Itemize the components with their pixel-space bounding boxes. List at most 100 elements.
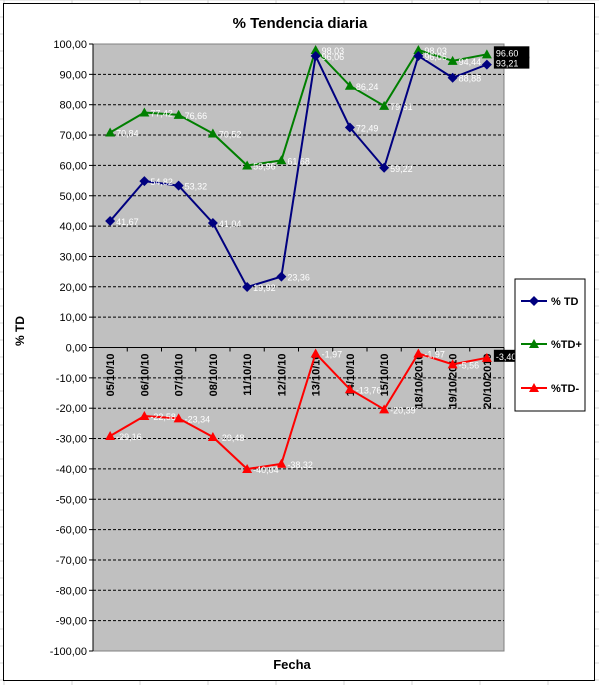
chart-area[interactable]: % Tendencia diaria Fecha % TD -100,00 -90…	[3, 3, 595, 681]
chart-canvas: % Tendencia diaria Fecha % TD -100,00 -90…	[13, 15, 586, 672]
data-label: 79,61	[390, 102, 413, 112]
data-point	[529, 296, 539, 306]
data-label-box	[493, 46, 530, 59]
data-point	[276, 271, 287, 282]
series-line	[109, 52, 488, 289]
data-label: 19,92	[253, 283, 276, 293]
data-label: 70,84	[116, 129, 139, 139]
x-tick-label: 15/10/10	[379, 354, 391, 397]
data-label: 54,82	[150, 177, 173, 187]
data-label-box	[493, 56, 530, 69]
data-label: -20,39	[390, 405, 416, 415]
legend-label: %TD-	[551, 383, 579, 395]
y-tick-label: 60,00	[59, 160, 87, 172]
data-point	[207, 128, 218, 138]
data-label: 59,22	[390, 164, 413, 174]
data-point	[413, 44, 424, 54]
data-point	[481, 59, 492, 70]
data-label: 96,60	[496, 48, 519, 58]
legend-label: % TD	[551, 296, 579, 308]
data-label: 98,03	[424, 46, 447, 56]
data-point	[344, 122, 355, 133]
data-label: -29,16	[116, 432, 142, 442]
data-label: 98,03	[322, 46, 345, 56]
data-point	[310, 50, 321, 61]
data-point	[173, 180, 184, 191]
data-label: -5,56	[459, 360, 480, 370]
data-point	[105, 127, 116, 137]
y-tick-label: -100,00	[50, 646, 87, 658]
y-tick-label: -30,00	[56, 434, 87, 446]
data-point	[413, 348, 424, 358]
data-label: 94,44	[459, 57, 482, 67]
y-tick-label: -90,00	[56, 616, 87, 628]
data-label: -40,04	[253, 465, 279, 475]
data-label: 41,04	[219, 219, 242, 229]
data-point	[447, 72, 458, 83]
data-label: -23,34	[185, 414, 211, 424]
data-point	[139, 107, 150, 117]
series-line	[109, 351, 488, 471]
data-point	[413, 50, 424, 61]
data-point	[529, 383, 539, 392]
data-label: -13,76	[356, 385, 382, 395]
data-point	[379, 162, 390, 173]
y-tick-label: 0,00	[66, 343, 87, 355]
x-tick-label: 14/10/10	[345, 354, 357, 397]
data-label: 72,49	[356, 123, 379, 133]
y-axis-label: % TD	[13, 316, 27, 346]
data-label: 76,66	[185, 111, 208, 121]
data-point	[242, 464, 253, 474]
y-tick-label: 90,00	[59, 69, 87, 81]
data-point	[310, 44, 321, 54]
x-tick-label: 20/10/2010	[482, 354, 494, 409]
data-label: 96,06	[322, 52, 345, 62]
data-point	[105, 216, 116, 227]
x-tick-label: 08/10/10	[208, 354, 220, 397]
data-point	[242, 282, 253, 293]
data-point	[139, 411, 150, 421]
data-label: 53,32	[185, 182, 208, 192]
x-tick-label: 18/10/2010	[413, 354, 425, 409]
data-point	[344, 384, 355, 394]
legend: % TD %TD+ %TD-	[514, 278, 586, 412]
y-tick-label: -40,00	[56, 464, 87, 476]
data-point	[447, 55, 458, 65]
y-tick-label: -50,00	[56, 494, 87, 506]
data-point	[207, 217, 218, 228]
y-tick-label: -10,00	[56, 373, 87, 385]
data-point	[105, 431, 116, 441]
series-line	[109, 48, 488, 167]
data-label: -22,58	[150, 412, 176, 422]
legend-label: %TD+	[551, 339, 582, 351]
data-label: 59,96	[253, 162, 276, 172]
y-tick-label: 100,00	[53, 39, 87, 51]
data-point	[173, 109, 184, 119]
data-point	[207, 431, 218, 441]
data-label: 96,06	[424, 52, 447, 62]
data-label: 77,42	[150, 109, 173, 119]
y-tick-label: -20,00	[56, 403, 87, 415]
series-0: 41,67 54,82 53,32 41,04 19,92 23,36 96,06 72,49…	[105, 50, 530, 293]
y-tick-label: 80,00	[59, 100, 87, 112]
data-label: 23,36	[287, 273, 310, 283]
data-point	[173, 413, 184, 423]
data-label: -1,97	[322, 349, 343, 359]
y-tick-label: 50,00	[59, 191, 87, 203]
x-tick-label: 05/10/10	[105, 354, 117, 397]
data-point	[276, 155, 287, 165]
y-tick-label: -80,00	[56, 585, 87, 597]
data-point	[529, 339, 539, 348]
y-tick-label: 10,00	[59, 312, 87, 324]
data-label: -3,40	[496, 352, 517, 362]
data-point	[344, 80, 355, 90]
y-tick-label: -70,00	[56, 555, 87, 567]
x-tick-label: 11/10/10	[242, 354, 254, 396]
data-label: -1,97	[424, 349, 445, 359]
data-point	[481, 49, 492, 59]
data-point	[276, 458, 287, 468]
data-point	[379, 404, 390, 414]
data-point	[242, 160, 253, 170]
data-point	[310, 348, 321, 358]
